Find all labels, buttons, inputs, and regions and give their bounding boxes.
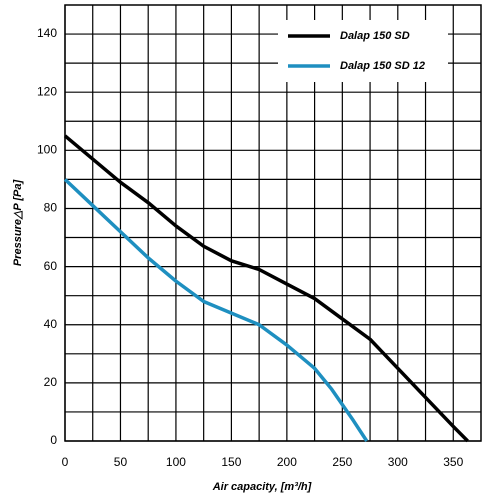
x-tick-label: 200	[277, 455, 297, 469]
legend-box	[278, 20, 448, 82]
x-tick-label: 50	[114, 455, 128, 469]
legend-label: Dalap 150 SD	[340, 30, 410, 42]
y-tick-label: 0	[50, 433, 57, 447]
y-tick-label: 120	[37, 84, 57, 98]
y-axis-label: Pressure△P [Pa]	[12, 180, 24, 267]
line	[63, 178, 369, 442]
x-tick-label: 300	[388, 455, 408, 469]
y-tick-label: 140	[37, 26, 57, 40]
x-axis-label: Air capacity, [m³/h]	[212, 481, 312, 493]
x-tick-label: 0	[62, 455, 69, 469]
y-tick-label: 60	[44, 259, 58, 273]
line	[63, 134, 469, 443]
y-tick-label: 20	[44, 375, 58, 389]
x-tick-label: 350	[443, 455, 463, 469]
legend-label: Dalap 150 SD 12	[340, 60, 425, 72]
y-tick-label: 80	[44, 201, 58, 215]
x-tick-label: 250	[332, 455, 352, 469]
y-tick-label: 40	[44, 317, 58, 331]
x-tick-label: 100	[166, 455, 186, 469]
plot-frame	[64, 4, 482, 442]
x-tick-label: 150	[221, 455, 241, 469]
y-tick-label: 100	[37, 143, 57, 157]
